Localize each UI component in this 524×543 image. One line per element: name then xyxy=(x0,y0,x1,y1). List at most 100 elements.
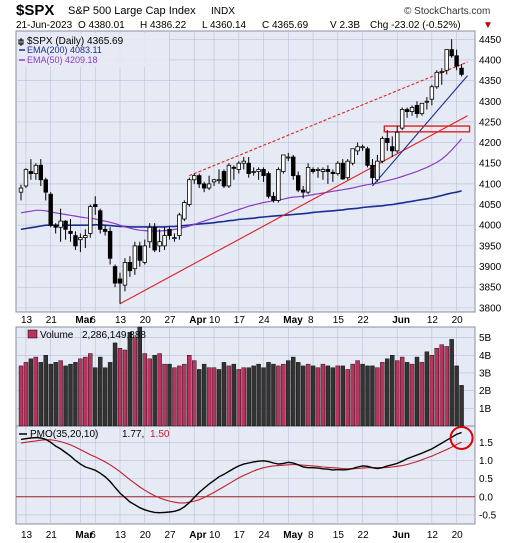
y-tick-label: 4250 xyxy=(479,117,502,128)
volume-legend-value: 2,286,149,888 xyxy=(82,330,146,341)
candle-body xyxy=(340,162,345,180)
volume-bar xyxy=(152,355,157,427)
pmo-legend-label: PMO(35,20,10) xyxy=(30,429,98,440)
candle-body xyxy=(434,71,439,88)
candle-body xyxy=(241,160,246,164)
volume-bar xyxy=(449,339,454,427)
volume-bar xyxy=(142,353,147,427)
volume-bar xyxy=(117,348,123,427)
volume-tick-label: 1B xyxy=(479,404,492,415)
x-tick-label: 13 xyxy=(21,530,33,541)
volume-bar xyxy=(122,349,128,427)
volume-bar xyxy=(18,365,24,427)
candle-body xyxy=(172,237,177,240)
volume-bar xyxy=(112,342,118,427)
candle-body xyxy=(266,173,271,197)
candle-body xyxy=(226,164,232,187)
candle-body xyxy=(394,131,400,152)
volume-bar xyxy=(390,355,395,427)
volume-bar xyxy=(300,365,306,427)
y-tick-label: 3850 xyxy=(479,283,502,294)
candle-body xyxy=(117,278,123,284)
candle-body xyxy=(157,241,162,247)
candle-body xyxy=(399,109,405,129)
volume-bar xyxy=(187,355,192,427)
y-tick-label: 4050 xyxy=(479,200,502,211)
y-tick-label: 4300 xyxy=(479,97,502,108)
x-tick-label: 13 xyxy=(115,315,127,326)
volume-bar xyxy=(296,362,301,427)
volume-bar xyxy=(97,356,103,427)
candle-body xyxy=(414,104,420,115)
candle-body xyxy=(335,162,340,174)
candle-body xyxy=(251,171,256,173)
volume-bar xyxy=(88,353,93,427)
exchange-label: INDX xyxy=(211,6,235,17)
x-tick-label: 10 xyxy=(209,315,221,326)
volume-tick-label: 3B xyxy=(479,368,492,379)
candle-body xyxy=(78,237,83,241)
ema50-legend-label: EMA(50) 4209.18 xyxy=(27,55,98,65)
candle-body xyxy=(68,231,73,234)
volume-bar xyxy=(404,362,410,427)
candle-body xyxy=(390,146,395,152)
candle-body xyxy=(98,210,103,230)
candle-body xyxy=(291,156,296,177)
candle-body xyxy=(375,160,380,181)
candle-body xyxy=(325,169,331,172)
ema50-line xyxy=(20,138,463,232)
volume-bar xyxy=(276,365,281,427)
x-tick-label: 27 xyxy=(165,530,177,541)
candle-body xyxy=(360,146,365,149)
candle-body xyxy=(63,220,68,230)
change-value: Chg -23.02 (-0.52%) xyxy=(370,20,461,31)
x-tick-label: 17 xyxy=(234,530,246,541)
volume-bar xyxy=(137,326,143,427)
pmo-legend-signal: 1.50 xyxy=(150,429,170,440)
pmo-tick-label: 0.0 xyxy=(479,492,493,503)
candle-body xyxy=(196,175,202,185)
candle-body xyxy=(281,154,286,172)
volume-bar xyxy=(177,365,182,427)
x-tick-label: 20 xyxy=(140,315,152,326)
open-value: O 4380.01 xyxy=(78,20,125,31)
candle-body xyxy=(211,179,217,183)
volume-bar xyxy=(459,385,464,427)
x-tick-label: 10 xyxy=(209,530,221,541)
volume-bar xyxy=(320,363,326,427)
candle-body xyxy=(439,71,444,73)
pmo-tick-label: 1.0 xyxy=(479,456,493,467)
attribution-label: © StockCharts.com xyxy=(404,6,490,17)
candle-body xyxy=(93,204,98,208)
change-down-marker: ▼ xyxy=(483,20,493,31)
y-tick-label: 4100 xyxy=(479,179,502,190)
pmo-line xyxy=(20,431,462,514)
volume-bar xyxy=(157,353,162,427)
volume-bar xyxy=(266,362,271,427)
candle-body xyxy=(182,202,187,220)
x-tick-label: 22 xyxy=(358,530,370,541)
candle-body xyxy=(162,235,167,247)
candle-body xyxy=(137,245,142,261)
volume-bar xyxy=(414,356,420,427)
x-tick-label: 17 xyxy=(234,315,246,326)
candle-body xyxy=(261,169,266,177)
volume-bar xyxy=(444,346,449,427)
volume-bar xyxy=(385,358,390,427)
candle-body xyxy=(102,228,108,232)
candle-legend-icon xyxy=(18,38,24,46)
volume-bar xyxy=(43,355,48,427)
y-tick-label: 3950 xyxy=(479,241,502,252)
candle-body xyxy=(43,179,48,193)
candle-body xyxy=(315,169,321,171)
volume-value: V 2.3B xyxy=(330,20,360,31)
candle-body xyxy=(187,179,192,205)
candle-body xyxy=(53,224,58,228)
price-legend: $SPX (Daily) 4365.69 EMA(200) 4083.11 EM… xyxy=(18,33,169,67)
volume-bar xyxy=(107,362,113,427)
volume-bar xyxy=(305,363,311,427)
volume-bar xyxy=(286,360,291,427)
volume-bar xyxy=(256,363,261,427)
x-tick-label: Apr xyxy=(189,530,206,541)
